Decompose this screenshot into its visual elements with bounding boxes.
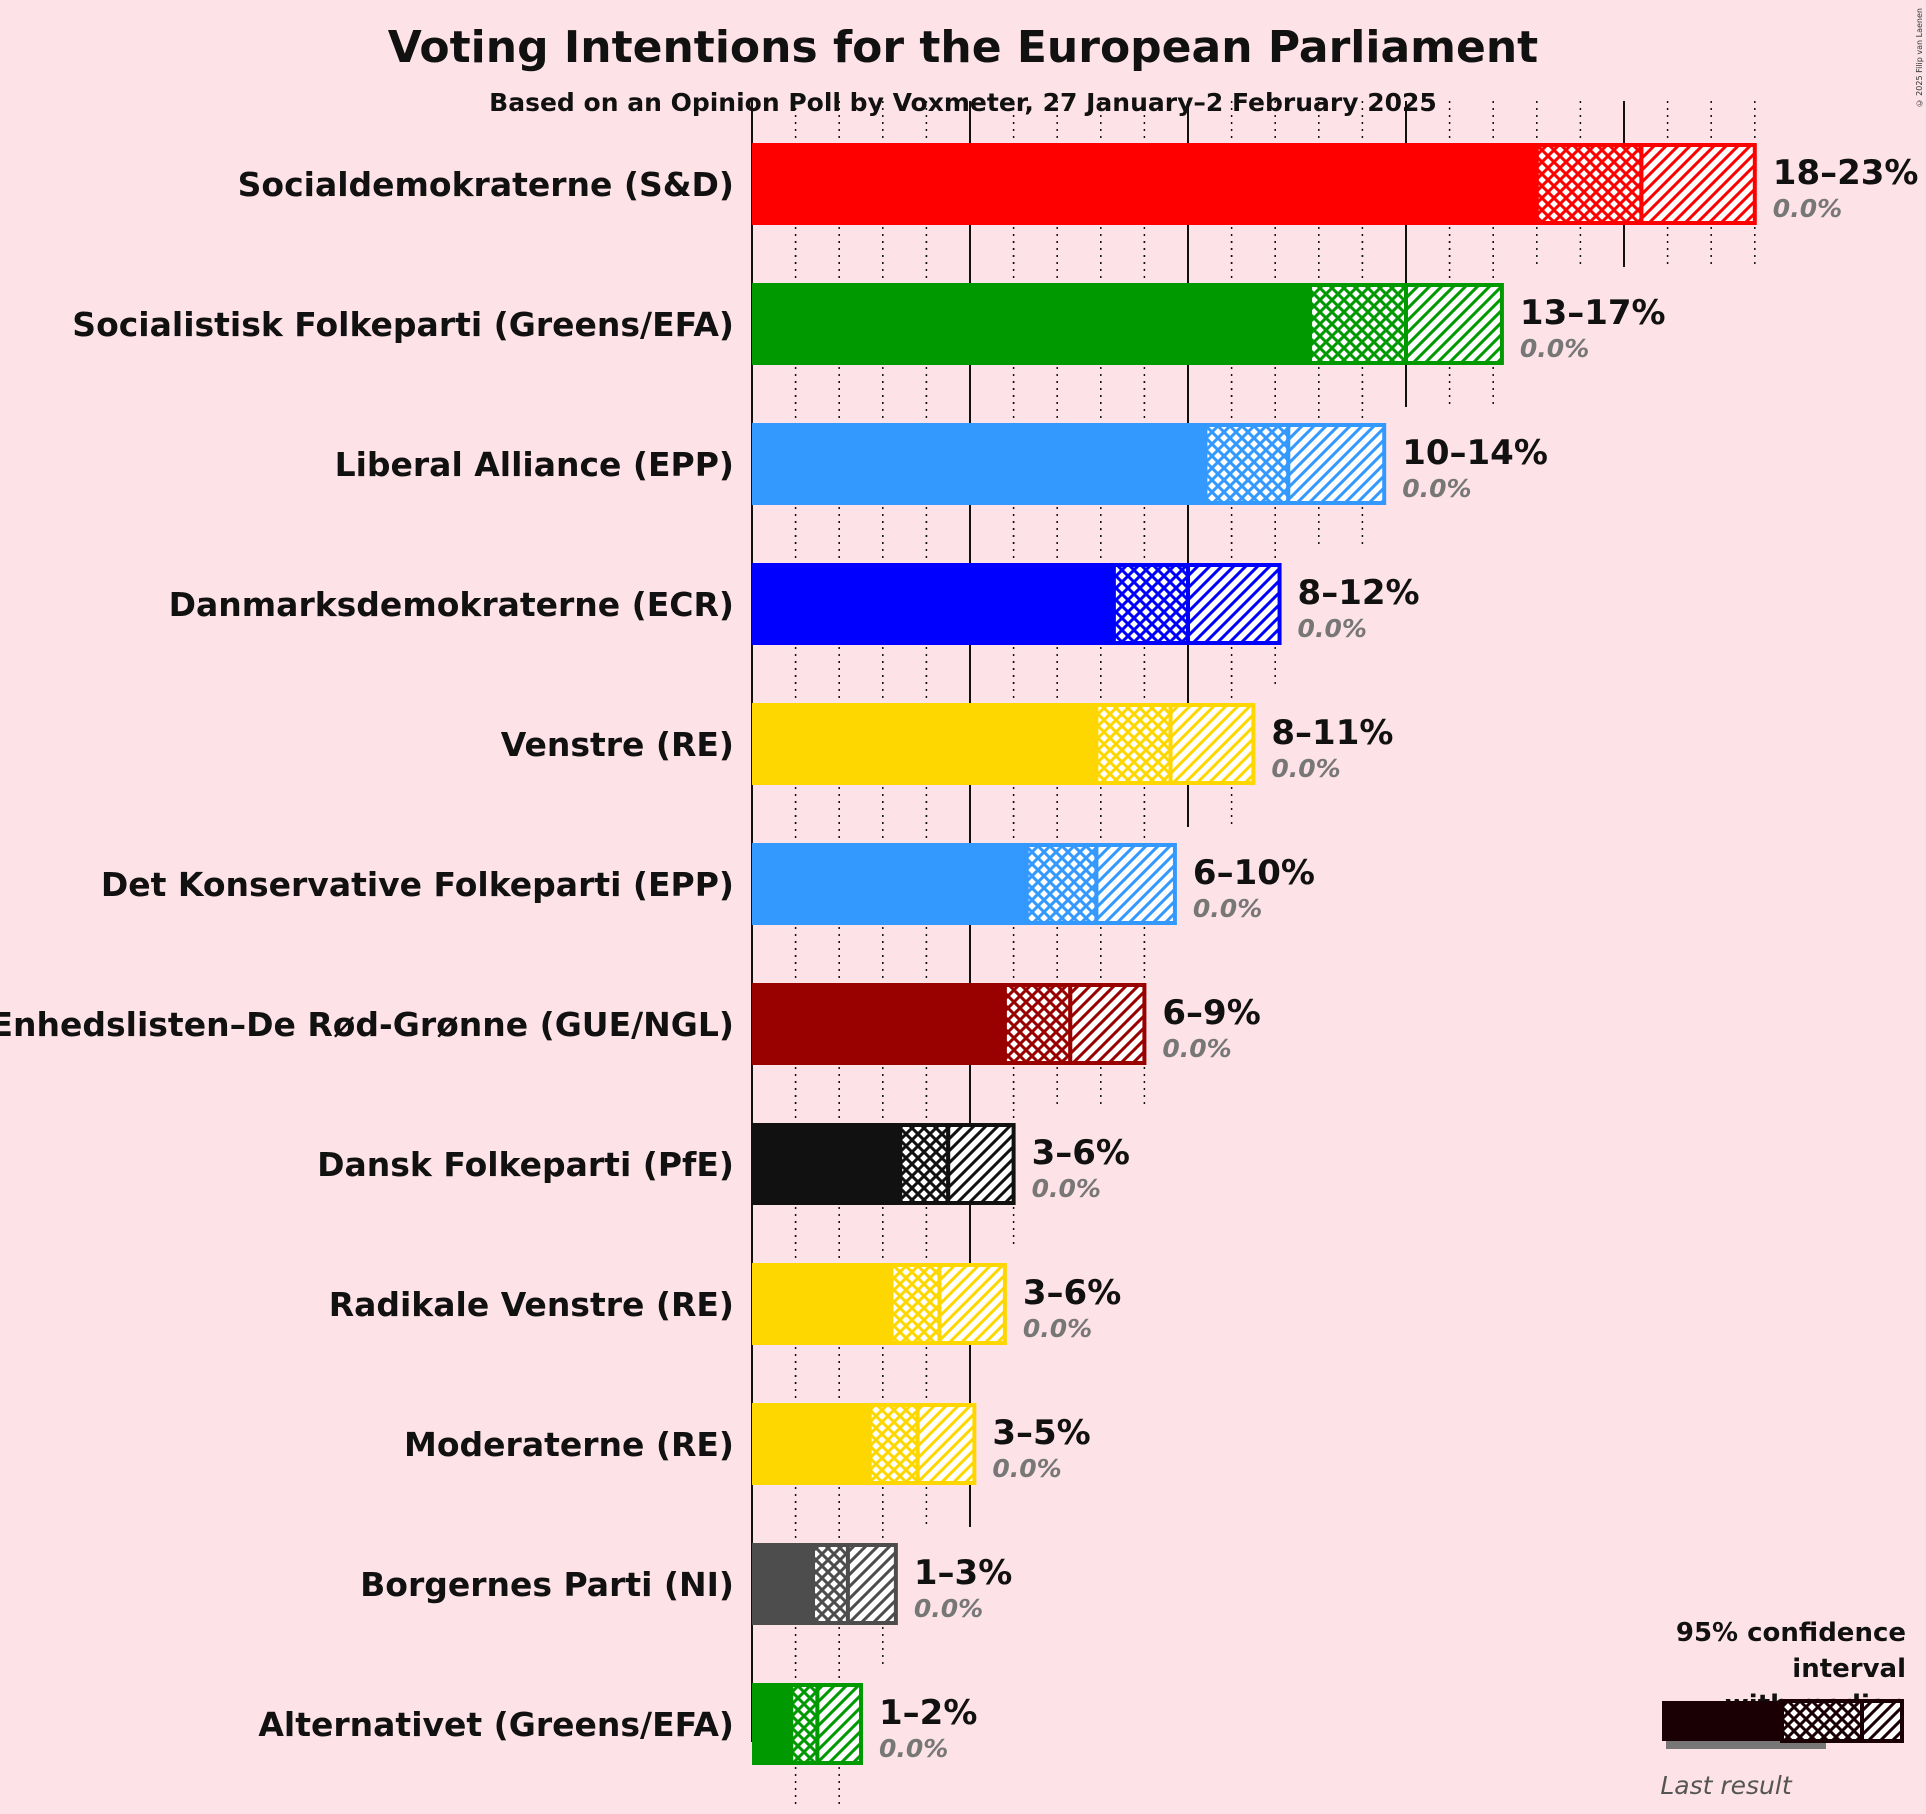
chart-title: Voting Intentions for the European Parli…	[387, 22, 1539, 73]
bar-solid	[752, 703, 1097, 785]
party-name: Dansk Folkeparti (PfE)	[317, 1145, 734, 1184]
party-bar-group	[752, 1403, 977, 1485]
last-result-label: 0.0%	[879, 1734, 948, 1763]
bar-solid	[752, 563, 1114, 645]
bar-solid	[752, 983, 1005, 1065]
party-name: Borgernes Parti (NI)	[360, 1565, 734, 1604]
legend-last-result-label: Last result	[1660, 1771, 1792, 1800]
bar-cross-hatch	[1203, 423, 1291, 505]
party-name: Moderaterne (RE)	[404, 1425, 734, 1464]
party-name: Socialdemokraterne (S&D)	[238, 165, 734, 204]
party-bar-group	[752, 1123, 1016, 1205]
bar-cross-hatch	[1534, 143, 1644, 225]
bar-solid	[752, 1683, 792, 1765]
party-name: Enhedslisten–De Rød-Grønne (GUE/NGL)	[0, 1005, 734, 1044]
party-bar-group	[752, 703, 1256, 785]
party-name: Venstre (RE)	[501, 725, 734, 764]
party-bar-group	[752, 563, 1282, 645]
bar-cross-hatch	[898, 1123, 951, 1205]
bar-cross-hatch	[811, 1543, 850, 1625]
party-bar-group	[752, 983, 1147, 1065]
party-bar-group	[752, 143, 1757, 225]
last-result-label: 0.0%	[1402, 474, 1471, 503]
bar-cross-hatch	[789, 1683, 820, 1765]
bar-cross-hatch	[1094, 703, 1173, 785]
party-name: Socialistisk Folkeparti (Greens/EFA)	[72, 305, 734, 344]
bar-diag-hatch	[1186, 563, 1282, 645]
bar-solid	[752, 1123, 901, 1205]
bar-solid	[752, 843, 1027, 925]
bar-solid	[752, 1263, 892, 1345]
range-label: 10–14%	[1402, 433, 1548, 473]
party-bar-group	[752, 843, 1177, 925]
bar-cross-hatch	[1002, 983, 1073, 1065]
range-label: 3–6%	[1023, 1273, 1121, 1313]
bar-diag-hatch	[1286, 423, 1387, 505]
bar-cross-hatch	[1308, 283, 1408, 365]
legend: 95% confidence interval with median Last…	[1566, 1615, 1906, 1800]
bar-cross-hatch	[867, 1403, 920, 1485]
range-label: 3–6%	[1032, 1133, 1130, 1173]
last-result-label: 0.0%	[1298, 614, 1367, 643]
labels: Socialdemokraterne (S&D) 18–23%0.0%Social…	[0, 153, 1919, 1763]
party-name: Liberal Alliance (EPP)	[335, 445, 734, 484]
last-result-label: 0.0%	[1271, 754, 1340, 783]
last-result-label: 0.0%	[1023, 1314, 1092, 1343]
bar-solid	[752, 283, 1311, 365]
bar-cross-hatch	[1024, 843, 1099, 925]
bar-diag-hatch	[1404, 283, 1504, 365]
last-result-label: 0.0%	[1162, 1034, 1231, 1063]
party-name: Alternativet (Greens/EFA)	[258, 1705, 734, 1744]
party-name: Det Konservative Folkeparti (EPP)	[101, 865, 734, 904]
party-bar-group	[752, 423, 1387, 505]
party-bar-group	[752, 1683, 864, 1765]
bar-diag-hatch	[1094, 843, 1177, 925]
bar-cross-hatch	[889, 1263, 942, 1345]
legend-swatch	[1662, 1699, 1904, 1749]
range-label: 8–11%	[1271, 713, 1393, 753]
range-label: 1–2%	[879, 1693, 977, 1733]
bar-diag-hatch	[845, 1543, 898, 1625]
party-bar-group	[752, 1543, 898, 1625]
range-label: 6–9%	[1162, 993, 1260, 1033]
range-label: 3–5%	[992, 1413, 1090, 1453]
bar-solid	[752, 143, 1537, 225]
party-bar-group	[752, 1263, 1007, 1345]
bar-solid	[752, 423, 1206, 505]
bar-cross-hatch	[1111, 563, 1191, 645]
party-name: Danmarksdemokraterne (ECR)	[169, 585, 734, 624]
bar-diag-hatch	[1639, 143, 1757, 225]
range-label: 13–17%	[1520, 293, 1666, 333]
bar-diag-hatch	[1168, 703, 1256, 785]
last-result-label: 0.0%	[1520, 334, 1589, 363]
last-result-label: 0.0%	[1032, 1174, 1101, 1203]
bar-diag-hatch	[1068, 983, 1147, 1065]
range-label: 8–12%	[1298, 573, 1420, 613]
party-name: Radikale Venstre (RE)	[329, 1285, 734, 1324]
last-result-label: 0.0%	[1193, 894, 1262, 923]
party-bar-group	[752, 283, 1504, 365]
range-label: 6–10%	[1193, 853, 1315, 893]
range-label: 1–3%	[914, 1553, 1012, 1593]
last-result-label: 0.0%	[1773, 194, 1842, 223]
last-result-label: 0.0%	[914, 1594, 983, 1623]
bar-diag-hatch	[946, 1123, 1016, 1205]
range-label: 18–23%	[1773, 153, 1919, 193]
bar-diag-hatch	[815, 1683, 864, 1765]
bar-diag-hatch	[937, 1263, 1007, 1345]
bar-solid	[752, 1543, 814, 1625]
legend-cross-hatch	[1780, 1699, 1864, 1743]
last-result-label: 0.0%	[992, 1454, 1061, 1483]
chart-subtitle: Based on an Opinion Poll by Voxmeter, 27…	[489, 88, 1437, 117]
bar-diag-hatch	[915, 1403, 977, 1485]
legend-diag-hatch	[1860, 1699, 1904, 1743]
bar-solid	[752, 1403, 870, 1485]
legend-solid-bar	[1662, 1701, 1782, 1741]
bars	[752, 143, 1757, 1765]
legend-title-line1: 95% confidence interval	[1675, 1618, 1906, 1684]
